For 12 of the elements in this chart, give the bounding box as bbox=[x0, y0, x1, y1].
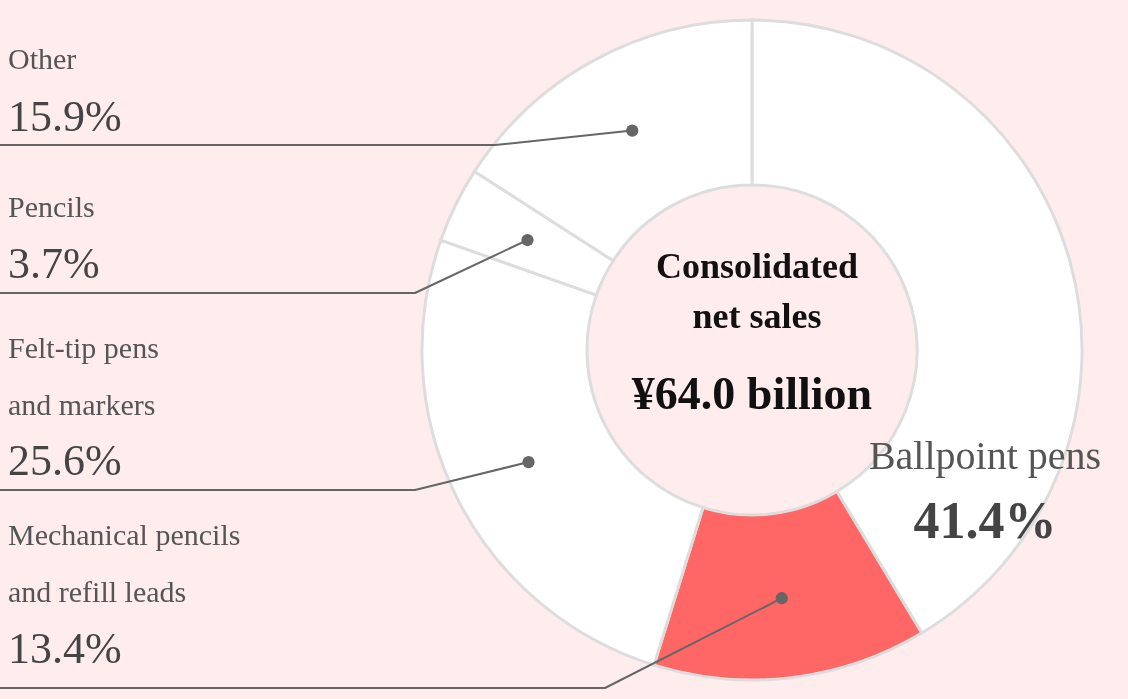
data-label: 15.9% bbox=[8, 92, 122, 141]
text: Consolidated net sales bbox=[655, 246, 859, 336]
slice-label: Felt-tip pens and markers bbox=[8, 331, 159, 421]
data-label: 3.7% bbox=[8, 239, 100, 288]
slice-label: Ballpoint pens bbox=[868, 433, 1102, 478]
slice-label: Mechanical pencils and refill leads bbox=[8, 518, 241, 608]
text: ¥64.0 billion bbox=[631, 368, 873, 419]
slice-label: Pencils bbox=[8, 190, 95, 223]
data-label: 25.6% bbox=[8, 436, 122, 485]
data-label: 41.4% bbox=[913, 492, 1057, 549]
data-label: 13.4% bbox=[8, 624, 122, 673]
slice-label: Other bbox=[8, 42, 77, 75]
